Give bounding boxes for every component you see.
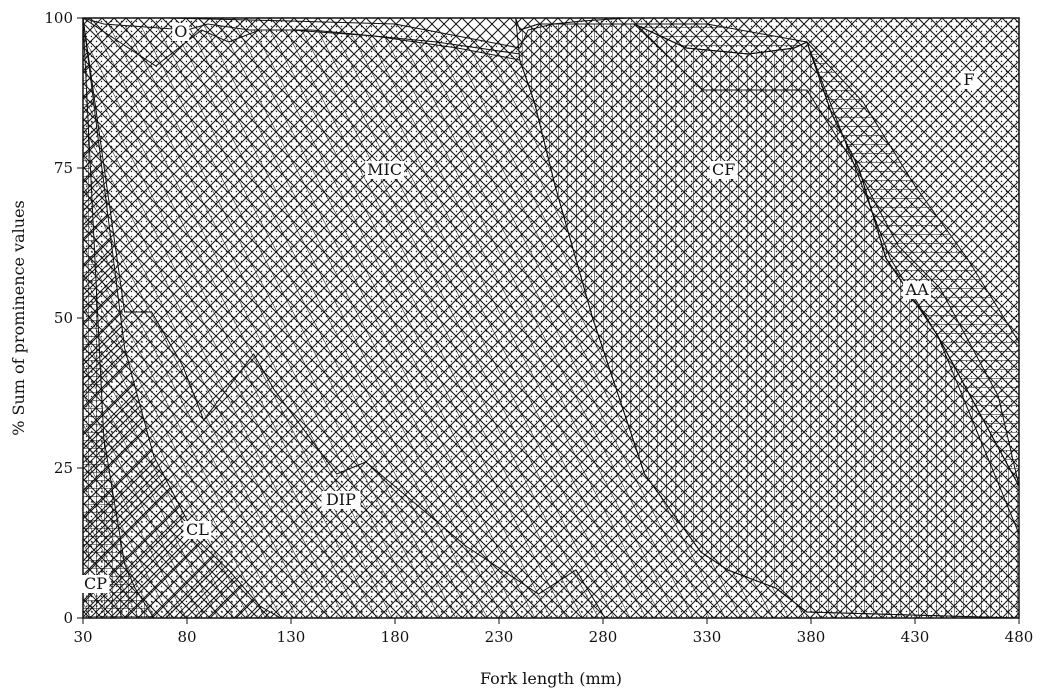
y-tick-label: 100 [44,9,73,27]
boundary-line-0 [83,18,520,67]
axis-ticks: 30 80 130 180 230 280 330 380 430 480 0 25 50 75 100 [44,9,1033,646]
x-tick-label: 480 [1005,628,1034,646]
boundary-line-1 [519,23,1019,487]
y-tick-label: 25 [54,459,73,477]
y-tick-label: 0 [63,609,73,627]
region-label-aa: AA [905,280,930,299]
boundary-lines [83,18,1019,535]
region-label-cf: CF [712,160,735,179]
region-labels: CP CL DIP MIC O CF AA F [81,22,978,593]
region-label-bg [365,161,405,179]
x-tick-label: 380 [797,628,826,646]
x-tick-label: 30 [73,628,92,646]
region-label-mic: MIC [367,160,402,179]
region-label-bg [960,71,978,89]
x-tick-label: 280 [589,628,618,646]
y-tick-label: 50 [54,309,73,327]
boundary-line-3 [806,41,1019,487]
x-tick-label: 230 [485,628,514,646]
region-cp [83,18,1019,618]
region-label-bg [81,575,110,593]
area-regions [83,18,1019,618]
region-dip [83,18,1019,618]
x-tick-label: 180 [381,628,410,646]
boundary-line-2 [633,23,1019,535]
x-tick-label: 80 [177,628,196,646]
region-label-cp: CP [84,574,107,593]
region-label-bg [321,491,361,509]
region-label-bg [183,521,212,539]
y-axis-title: % Sum of prominence values [9,200,28,436]
x-tick-label: 330 [693,628,722,646]
y-tick-label: 75 [54,159,73,177]
region-label-bg [709,161,738,179]
region-label-o: O [174,22,187,41]
region-label-bg [172,23,190,41]
region-label-cl: CL [186,520,209,539]
region-label-f: F [964,70,975,89]
region-label-bg [903,281,932,299]
x-tick-label: 430 [901,628,930,646]
region-label-dip: DIP [326,490,356,509]
region-cl [83,18,1019,618]
x-tick-label: 130 [277,628,306,646]
x-axis-title: Fork length (mm) [480,669,622,688]
